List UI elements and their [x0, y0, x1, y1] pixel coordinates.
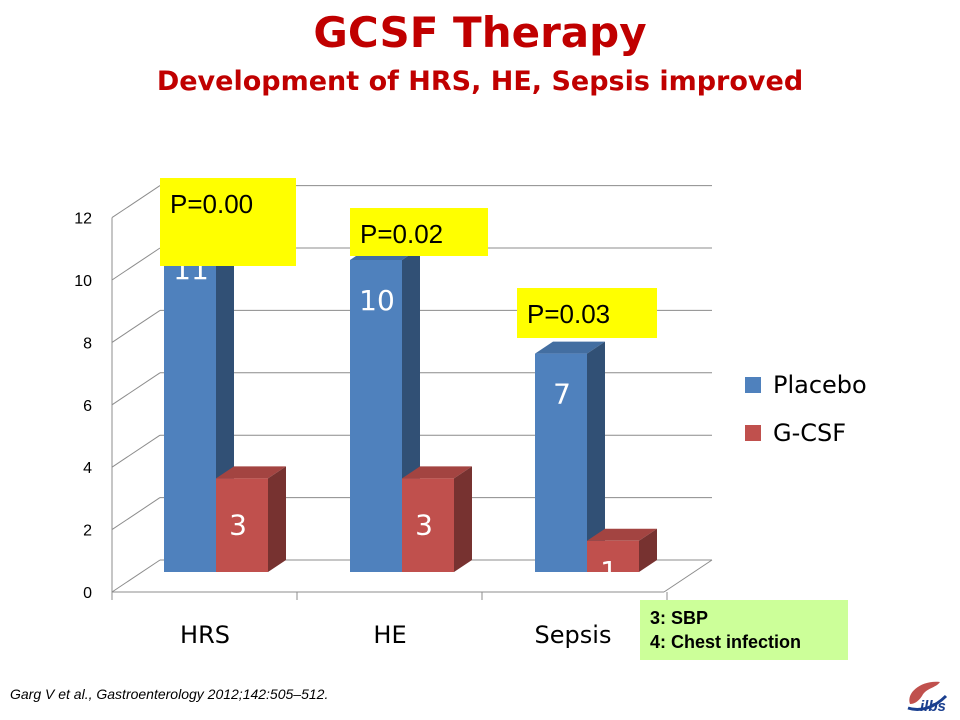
gridline-left-wall: [111, 497, 161, 531]
y-tick-label: 10: [74, 273, 92, 290]
gridline-left-wall: [111, 559, 161, 593]
p-value-label: P=0.00: [170, 189, 253, 219]
bar-gcsf-sepsis-side: [639, 528, 657, 572]
gridline-left-wall: [111, 185, 161, 219]
bar-gcsf-sepsis: [587, 540, 639, 572]
x-tick-label-sepsis: Sepsis: [535, 621, 612, 649]
bar-placebo-sepsis-top: [535, 341, 605, 354]
data-label-placebo-he: 10: [359, 284, 395, 317]
y-tick-label: 0: [83, 585, 92, 602]
bar-gcsf-he-side: [454, 466, 472, 572]
p-value-label: P=0.02: [360, 219, 443, 249]
legend-item-placebo: Placebo: [745, 368, 867, 402]
bar-placebo-he: [350, 260, 402, 572]
gridline-left-wall: [111, 434, 161, 468]
y-tick-label: 6: [83, 398, 92, 415]
floor-right-edge: [663, 559, 713, 593]
bar-gcsf-hrs-side: [268, 466, 286, 572]
bar-gcsf-he: [402, 478, 454, 572]
bar-placebo-hrs: [164, 228, 216, 573]
data-label-gcsf-sepsis: 1: [600, 555, 618, 588]
bar-gcsf-hrs-top: [216, 466, 286, 479]
data-label-placebo-sepsis: 7: [553, 378, 571, 411]
legend-swatch-placebo: [745, 377, 761, 393]
bar-placebo-sepsis-side: [587, 341, 605, 572]
citation: Garg V et al., Gastroenterology 2012;142…: [10, 686, 329, 702]
ilbs-logo-icon: [907, 681, 948, 711]
p-value-box: [160, 178, 296, 266]
logo-text: ilbs: [920, 698, 946, 715]
page-subtitle: Development of HRS, HE, Sepsis improved: [156, 66, 804, 97]
y-tick-label: 8: [83, 335, 92, 352]
notes-box: 3: SBP 4: Chest infection: [640, 600, 848, 660]
legend-item-gcsf: G-CSF: [745, 416, 867, 450]
gridline-left-wall: [111, 247, 161, 281]
gridline-left-wall: [111, 309, 161, 343]
data-label-gcsf-he: 3: [415, 508, 433, 541]
legend-label-placebo: Placebo: [773, 371, 867, 399]
note-line-sbp: 3: SBP: [650, 608, 709, 628]
chart-legend: Placebo G-CSF: [745, 368, 867, 464]
bar-gcsf-he-top: [402, 466, 472, 479]
x-tick-label-hrs: HRS: [180, 621, 230, 649]
note-line-chest-infection: 4: Chest infection: [650, 632, 802, 652]
y-tick-label: 12: [74, 211, 92, 228]
legend-swatch-gcsf: [745, 425, 761, 441]
p-value-label: P=0.03: [527, 299, 610, 329]
y-tick-label: 4: [83, 460, 92, 477]
p-value-box: [350, 208, 488, 256]
gridline-left-wall: [111, 372, 161, 406]
page-title: GCSF Therapy: [313, 8, 647, 57]
legend-label-gcsf: G-CSF: [773, 419, 847, 447]
bar-gcsf-hrs: [216, 478, 268, 572]
data-label-gcsf-hrs: 3: [229, 508, 247, 541]
y-tick-label: 2: [83, 523, 92, 540]
bar-gcsf-sepsis-top: [587, 528, 657, 541]
x-tick-label-he: HE: [373, 621, 406, 649]
p-value-box: [517, 288, 657, 338]
bar-placebo-sepsis: [535, 353, 587, 572]
